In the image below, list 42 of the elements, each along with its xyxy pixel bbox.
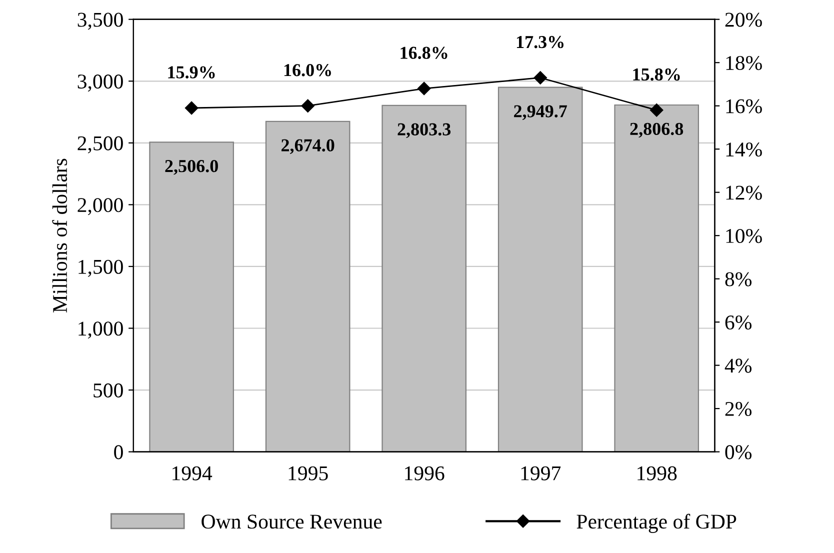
y-tick-label: 3,500: [78, 12, 123, 30]
y-tick-label: 2,500: [78, 136, 123, 154]
data-label: 2,506.0: [165, 160, 218, 175]
x-tick-label: 1997: [521, 466, 561, 480]
legend-label: Percentage of GDP: [576, 514, 736, 533]
legend-label: Own Source Revenue: [202, 514, 382, 529]
y2-tick-label: 14%: [726, 142, 762, 157]
x-tick-label: 1996: [405, 466, 444, 480]
point: [534, 71, 547, 84]
y-tick-label: 0: [114, 445, 123, 460]
x-tick-label: 1994: [172, 466, 212, 480]
y2-tick-label: 6%: [725, 315, 752, 330]
point: [650, 104, 664, 117]
y-tick-label: 1,000: [78, 322, 123, 339]
data-label: 15.9%: [168, 66, 215, 78]
data-label: 16.8%: [400, 46, 448, 60]
data-label: 2,949.7: [514, 105, 567, 120]
y2-tick-label: 10%: [726, 228, 762, 244]
point: [301, 99, 314, 112]
data-label: 15.8%: [633, 68, 680, 81]
y-tick-label: 2,000: [78, 198, 123, 216]
x-tick-label: 1998: [638, 466, 677, 480]
y2-tick-label: 4%: [724, 358, 752, 373]
y2-tick-label: 0%: [725, 445, 752, 460]
y2-tick-label: 12%: [726, 186, 762, 200]
data-label: 2,674.0: [282, 139, 334, 154]
y2-tick-label: 16%: [726, 99, 762, 114]
x-tick-label: 1995: [288, 466, 328, 480]
data-label: 16.0%: [284, 64, 331, 76]
y-tick-label: 500: [94, 383, 123, 398]
y-axis-title: Millions of dollars: [52, 158, 68, 313]
y2-tick-label: 8%: [725, 272, 752, 286]
point: [418, 82, 431, 96]
y2-tick-label: 2%: [725, 402, 752, 416]
y2-tick-label: 18%: [726, 56, 762, 70]
y-tick-label: 1,500: [78, 260, 123, 277]
y2-tick-label: 20%: [725, 12, 762, 27]
data-label: 2,803.3: [398, 123, 451, 138]
point: [184, 101, 198, 115]
y-tick-label: 3,000: [78, 74, 123, 92]
data-label: 17.3%: [516, 36, 564, 48]
data-label: 2,806.8: [630, 122, 684, 138]
